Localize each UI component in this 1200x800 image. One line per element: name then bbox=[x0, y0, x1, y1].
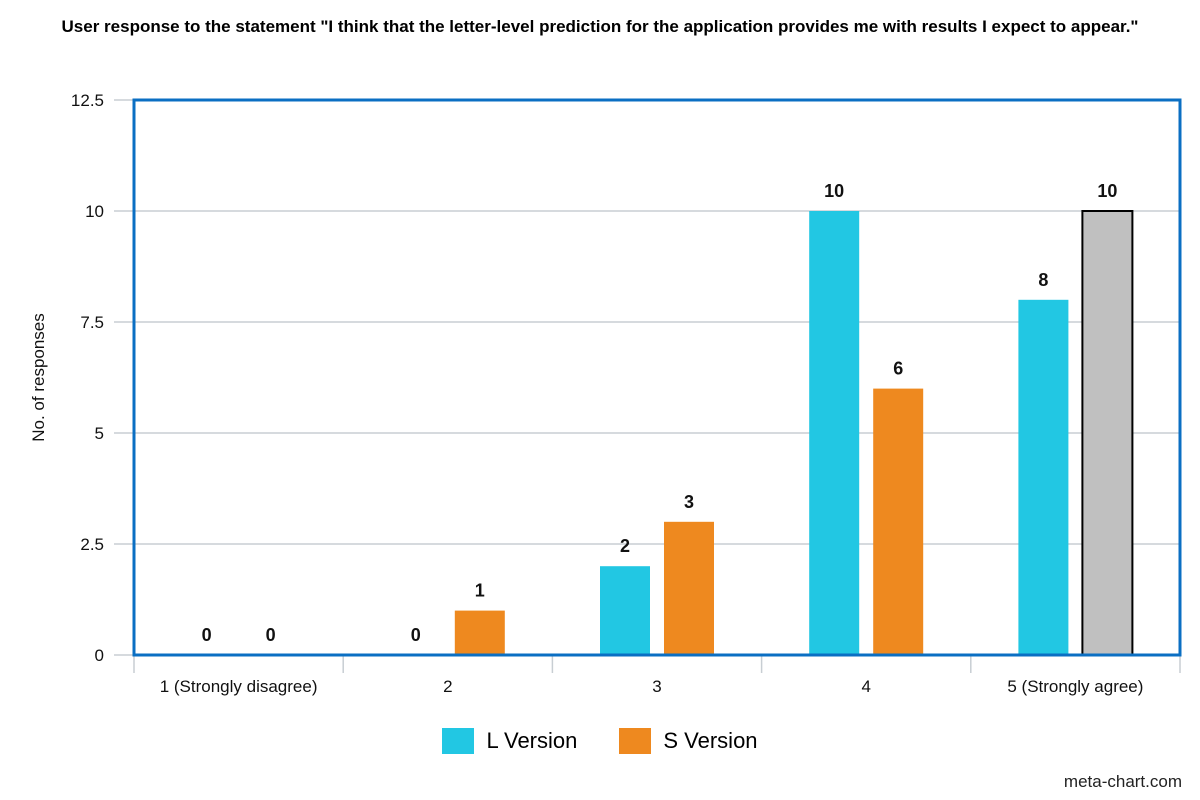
legend-swatch-s-version bbox=[619, 728, 652, 754]
data-label: 10 bbox=[824, 181, 844, 201]
data-label: 1 bbox=[475, 581, 485, 601]
bar-l-version bbox=[600, 566, 650, 655]
y-tick-label: 10 bbox=[85, 202, 104, 221]
chart-title: User response to the statement "I think … bbox=[61, 17, 1139, 36]
legend-label-l-version: L Version bbox=[486, 728, 578, 753]
x-tick-label: 5 (Strongly agree) bbox=[1007, 677, 1143, 696]
data-label: 6 bbox=[893, 359, 903, 379]
data-label: 0 bbox=[411, 625, 421, 645]
legend: L Version S Version bbox=[0, 728, 1200, 754]
y-tick-label: 5 bbox=[95, 424, 104, 443]
y-tick-label: 12.5 bbox=[71, 91, 104, 110]
bar-s-version bbox=[664, 521, 714, 655]
legend-item-s-version[interactable]: S Version bbox=[619, 728, 758, 754]
data-label: 0 bbox=[266, 625, 276, 645]
legend-label-s-version: S Version bbox=[663, 728, 758, 753]
data-label: 8 bbox=[1038, 270, 1048, 290]
x-tick-label: 3 bbox=[652, 677, 661, 696]
bar-l-version bbox=[809, 211, 860, 655]
bar-s-version bbox=[454, 610, 505, 655]
x-tick-label: 2 bbox=[443, 677, 452, 696]
bar-l-version bbox=[1018, 299, 1069, 655]
legend-item-l-version[interactable]: L Version bbox=[442, 728, 577, 754]
y-axis-label: No. of responses bbox=[29, 313, 48, 442]
plot-frame bbox=[132, 98, 1182, 657]
x-tick-label: 1 (Strongly disagree) bbox=[160, 677, 318, 696]
credit-text: meta-chart.com bbox=[1063, 772, 1182, 791]
y-tick-label: 7.5 bbox=[80, 313, 104, 332]
x-tick-label: 4 bbox=[861, 677, 870, 696]
bar-s-version bbox=[873, 388, 924, 655]
data-label: 10 bbox=[1097, 181, 1117, 201]
legend-swatch-l-version bbox=[442, 728, 475, 754]
data-label: 2 bbox=[620, 536, 630, 556]
y-tick-label: 0 bbox=[95, 646, 104, 665]
bar-s-version bbox=[1081, 210, 1134, 656]
data-label: 3 bbox=[684, 492, 694, 512]
y-tick-label: 2.5 bbox=[80, 535, 104, 554]
data-label: 0 bbox=[202, 625, 212, 645]
